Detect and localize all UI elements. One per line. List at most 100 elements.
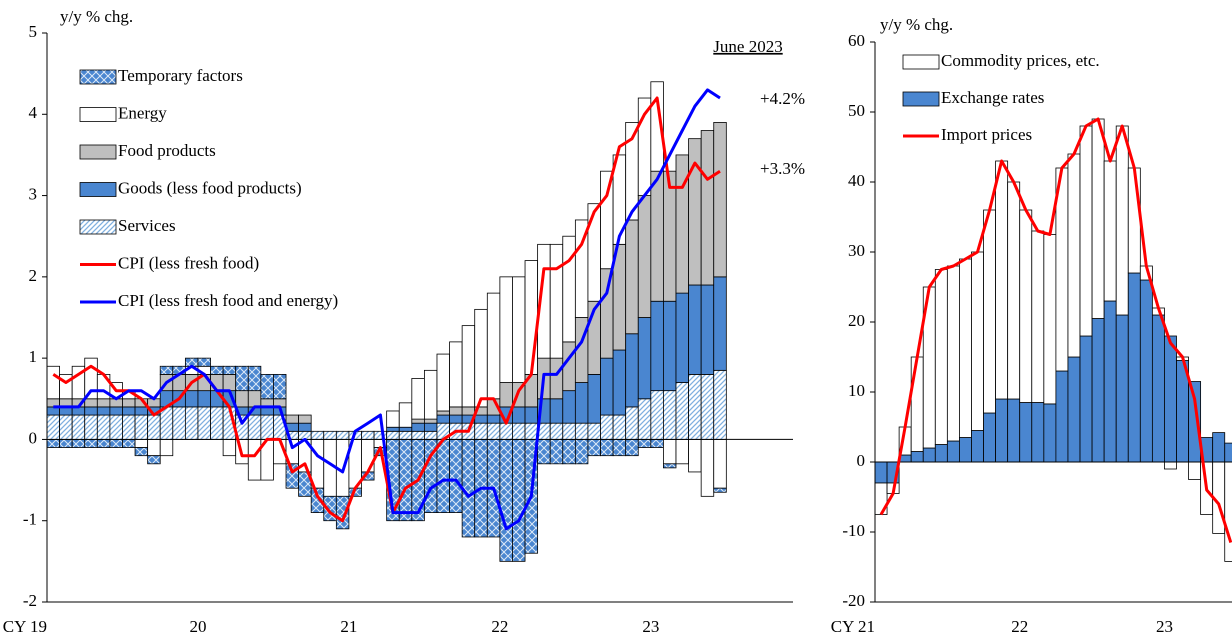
bar — [663, 463, 677, 469]
bar — [96, 439, 111, 448]
legend-label: CPI (less fresh food) — [118, 253, 259, 272]
bar — [625, 333, 639, 408]
y-tick-label: 30 — [848, 241, 865, 260]
bar — [474, 422, 488, 440]
line — [53, 88, 721, 531]
bar — [499, 276, 513, 383]
bar — [1103, 300, 1117, 463]
bar — [600, 268, 614, 359]
bar — [1091, 118, 1105, 319]
bar — [84, 398, 98, 408]
bar — [222, 373, 237, 392]
bar — [562, 422, 576, 440]
bar — [512, 439, 526, 562]
bar — [1055, 370, 1069, 463]
y-tick-label: 0 — [29, 428, 38, 447]
bar — [1043, 403, 1057, 463]
bar — [675, 292, 689, 383]
legend-label: Goods (less food products) — [118, 178, 302, 197]
bar — [600, 170, 614, 270]
bar — [688, 439, 702, 473]
bar — [663, 300, 677, 392]
bar — [612, 349, 627, 416]
y-tick-label: -20 — [842, 591, 865, 610]
bar — [650, 390, 664, 440]
bar — [260, 373, 274, 400]
legend-label: Commodity prices, etc. — [941, 51, 1100, 70]
y-tick-label: 10 — [848, 381, 865, 400]
bar — [134, 447, 149, 457]
bar — [512, 276, 526, 383]
bar — [549, 398, 564, 424]
bar — [663, 170, 677, 302]
bar — [411, 430, 425, 440]
bar — [587, 422, 601, 440]
bar — [713, 276, 727, 371]
bar — [713, 439, 727, 489]
bar — [134, 406, 149, 416]
bar — [436, 414, 450, 424]
x-tick-label: 23 — [642, 617, 659, 636]
bar — [386, 430, 400, 440]
bar — [1127, 272, 1141, 463]
bar — [562, 390, 576, 424]
bar — [96, 398, 111, 408]
y-tick-label: 2 — [29, 266, 38, 285]
bar — [84, 414, 98, 440]
bar — [537, 439, 551, 465]
bar — [499, 422, 513, 440]
bar — [122, 439, 136, 448]
bar — [562, 235, 576, 343]
bar — [449, 414, 463, 424]
bar — [675, 382, 689, 440]
legend-swatch — [79, 69, 117, 85]
bar — [700, 130, 715, 286]
legend-label: Temporary factors — [118, 66, 243, 85]
bar — [1127, 167, 1141, 274]
x-tick-label: CY 21 — [831, 617, 875, 636]
bar — [310, 430, 325, 440]
bar — [436, 439, 450, 513]
bar — [247, 365, 262, 392]
bar — [335, 495, 350, 530]
bar — [398, 430, 413, 440]
bar — [688, 138, 702, 286]
bar — [663, 390, 677, 440]
bar — [398, 426, 413, 432]
bar — [134, 439, 149, 448]
bar — [235, 365, 249, 392]
bar — [1019, 402, 1033, 463]
bar — [1079, 125, 1093, 337]
bar — [147, 414, 161, 440]
y-tick-label: 3 — [29, 184, 38, 203]
bar — [637, 439, 652, 448]
bar — [449, 439, 463, 513]
bar — [700, 373, 715, 440]
annotation: June 2023 — [713, 37, 782, 56]
bar — [1091, 318, 1105, 463]
x-tick-label: 22 — [1011, 617, 1028, 636]
bar — [222, 365, 237, 375]
bar — [574, 422, 589, 440]
bar — [713, 122, 727, 278]
bar — [235, 390, 249, 408]
legend-swatch — [79, 144, 117, 160]
bar — [1067, 153, 1081, 358]
y-tick-label: 5 — [29, 22, 38, 41]
bar — [386, 410, 400, 428]
y-axis-label: y/y % chg. — [880, 15, 953, 34]
bar — [423, 430, 438, 440]
bar — [84, 439, 98, 448]
bar — [109, 439, 123, 448]
bar — [600, 439, 614, 457]
annotation: +4.2% — [760, 89, 805, 108]
y-tick-label: 50 — [848, 101, 865, 120]
y-tick-label: 40 — [848, 171, 865, 190]
bar — [361, 439, 375, 473]
bar — [524, 422, 539, 440]
bar — [285, 414, 299, 424]
bar — [210, 365, 224, 375]
y-tick-label: 60 — [848, 31, 865, 50]
bar — [700, 439, 715, 497]
bar — [574, 382, 589, 424]
